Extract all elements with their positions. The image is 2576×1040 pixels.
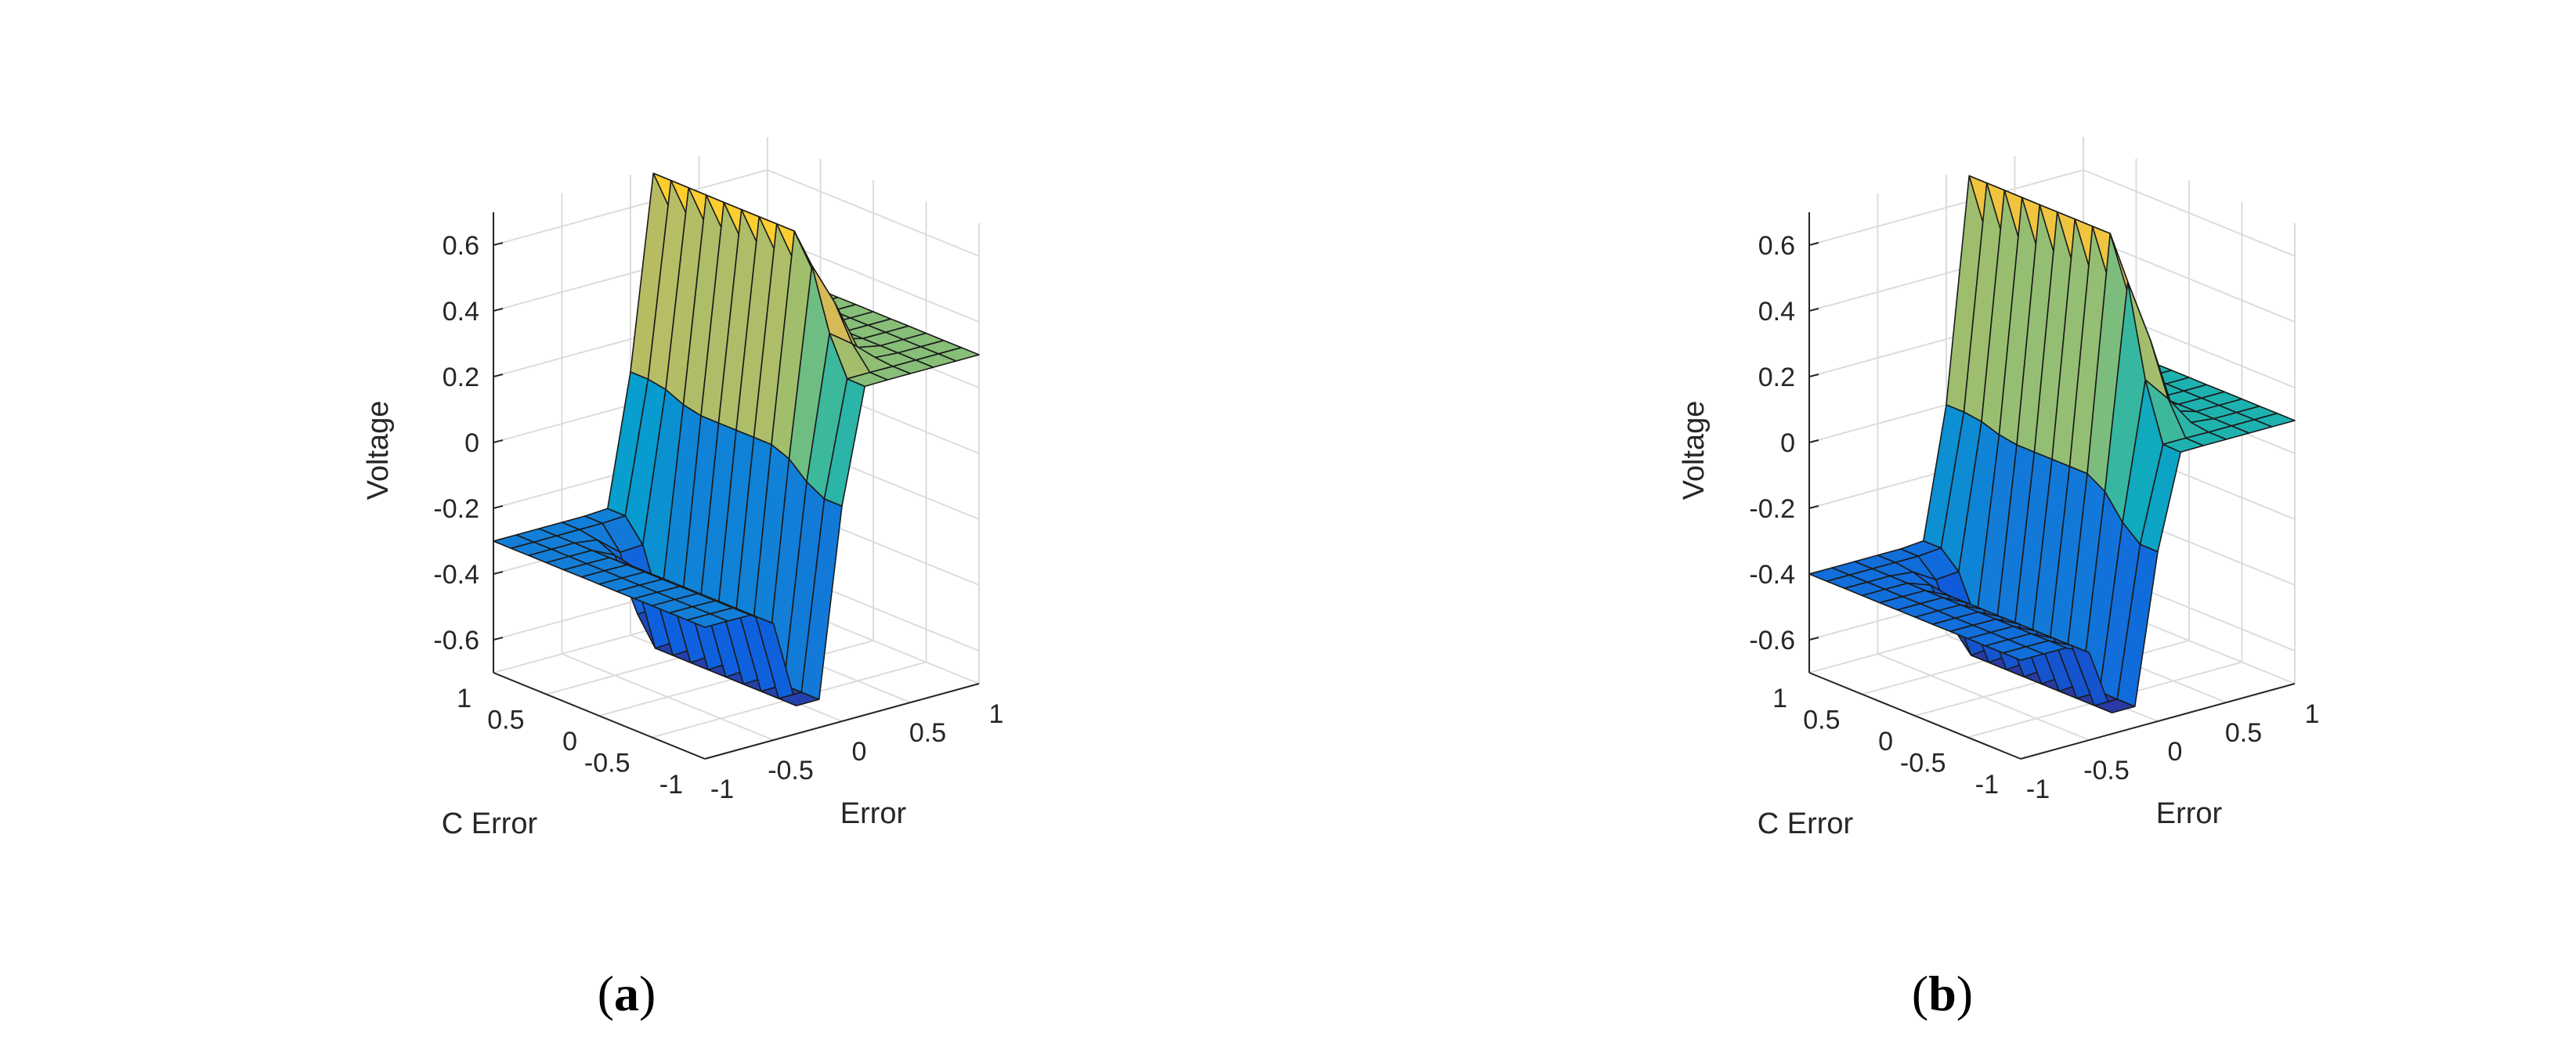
z-tick-mark <box>493 505 504 509</box>
z-axis-title: Voltage <box>362 401 395 500</box>
z-tick-label: -0.2 <box>1749 494 1795 524</box>
y-tick-label: 0 <box>1878 727 1893 757</box>
y-tick-label: 1 <box>457 684 471 713</box>
z-tick-label: -0.6 <box>433 626 479 655</box>
caption-open-paren: ( <box>598 966 614 1021</box>
x-tick-label: 0 <box>852 737 867 767</box>
y-tick-label: 0 <box>562 727 577 757</box>
x-tick-label: -0.5 <box>768 756 814 785</box>
z-tick-mark <box>1808 637 1819 641</box>
y-tick-label: 0.5 <box>487 706 524 735</box>
y-tick-label: 0.5 <box>1803 706 1840 735</box>
x-axis-title: Error <box>2156 797 2223 830</box>
z-tick-mark <box>493 439 504 443</box>
x-tick-label: 1 <box>2305 699 2320 729</box>
x-tick-label: -0.5 <box>2083 756 2130 785</box>
panel-caption: (a) <box>598 966 656 1021</box>
surface-patch <box>2253 412 2296 428</box>
x-axis-line <box>704 683 980 760</box>
x-tick-label: 1 <box>989 699 1004 729</box>
z-tick-mark <box>1808 242 1819 246</box>
panel-caption: (b) <box>1912 966 1973 1021</box>
z-axis-title: Voltage <box>1678 401 1711 500</box>
z-tick-mark <box>1808 374 1819 377</box>
x-tick-label: -1 <box>2026 775 2050 804</box>
y-axis-title: C Error <box>1758 807 1854 840</box>
z-tick-mark <box>1808 571 1819 575</box>
y-axis-line <box>1808 672 2021 760</box>
z-tick-mark <box>493 637 504 641</box>
caption-close-paren: ) <box>639 966 656 1021</box>
z-tick-mark <box>493 308 504 312</box>
z-tick-label: 0.6 <box>1758 231 1795 261</box>
y-tick-label: -1 <box>1975 770 1999 800</box>
z-tick-mark <box>493 374 504 377</box>
z-tick-mark <box>1808 308 1819 312</box>
y-tick-label: -0.5 <box>584 749 630 778</box>
caption-open-paren: ( <box>1912 966 1928 1021</box>
grid-line <box>1808 169 2084 246</box>
caption-letter: a <box>614 966 639 1021</box>
z-tick-mark <box>1808 439 1819 443</box>
z-tick-label: 0.4 <box>1758 297 1795 327</box>
surface-plot-b: -0.6-0.4-0.200.20.40.6-1-0.500.51-1-0.50… <box>1678 137 2319 1021</box>
z-tick-label: -0.4 <box>433 560 479 590</box>
z-tick-label: -0.6 <box>1749 626 1795 655</box>
x-tick-label: 0.5 <box>2225 718 2262 748</box>
x-tick-label: 0.5 <box>909 718 946 748</box>
y-tick-label: 1 <box>1772 684 1787 713</box>
x-axis-line <box>2020 683 2296 760</box>
x-tick-label: -1 <box>710 775 734 804</box>
z-tick-label: 0 <box>464 428 479 458</box>
caption-letter: b <box>1928 966 1956 1021</box>
y-axis-line <box>493 672 706 760</box>
grid-line <box>2083 169 2296 257</box>
z-tick-mark <box>493 571 504 575</box>
z-tick-label: 0.2 <box>1758 363 1795 392</box>
z-tick-label: 0 <box>1780 428 1795 458</box>
z-tick-label: 0.2 <box>443 363 479 392</box>
y-tick-label: -0.5 <box>1900 749 1946 778</box>
y-tick-label: -1 <box>659 770 683 800</box>
z-tick-mark <box>1808 505 1819 509</box>
z-tick-label: 0.6 <box>443 231 479 261</box>
x-tick-label: 0 <box>2168 737 2183 767</box>
z-tick-label: -0.2 <box>433 494 479 524</box>
surface-plot-a: -0.6-0.4-0.200.20.40.6-1-0.500.51-1-0.50… <box>362 137 1003 1021</box>
grid-line <box>767 169 980 257</box>
x-axis-title: Error <box>840 797 907 830</box>
z-tick-label: 0.4 <box>443 297 479 327</box>
surface-patch <box>938 346 980 362</box>
caption-close-paren: ) <box>1956 966 1973 1021</box>
grid-line <box>493 169 768 246</box>
grid-line <box>2083 235 2296 323</box>
y-axis-title: C Error <box>442 807 538 840</box>
z-tick-mark <box>493 242 504 246</box>
z-tick-label: -0.4 <box>1749 560 1795 590</box>
